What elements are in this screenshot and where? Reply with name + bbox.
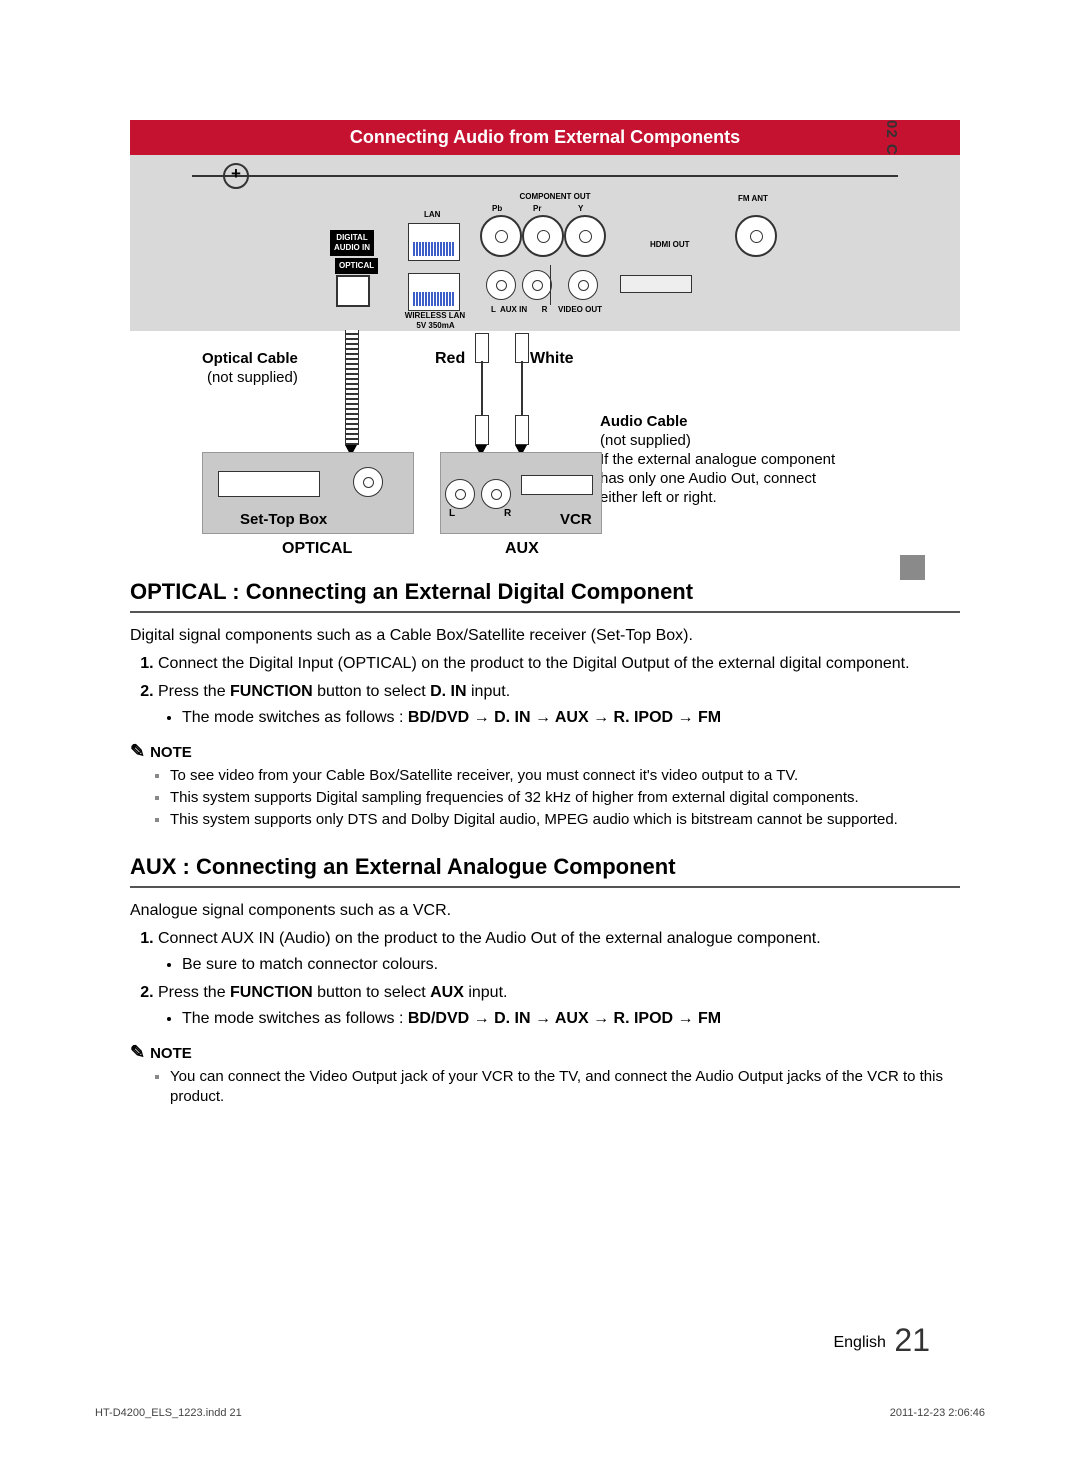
section1-title: OPTICAL : Connecting an External Digital… <box>130 579 960 613</box>
plus-icon: + <box>223 163 249 189</box>
label-video-out: VIDEO OUT <box>558 305 602 314</box>
port-icon <box>522 270 552 300</box>
red-label: Red <box>435 350 465 368</box>
port-icon <box>480 215 522 257</box>
section2-steps: Connect AUX IN (Audio) on the product to… <box>130 928 960 1030</box>
list-item: Connect AUX IN (Audio) on the product to… <box>158 928 960 976</box>
page-footer: English 21 <box>833 1322 930 1359</box>
label-digital-audio-in: DIGITAL AUDIO IN <box>330 230 374 256</box>
label-wlan-power: 5V 350mA <box>408 321 463 330</box>
list-item: Connect the Digital Input (OPTICAL) on t… <box>158 653 960 675</box>
imprint: HT-D4200_ELS_1223.indd 212011-12-23 2:06… <box>95 1407 985 1419</box>
note-heading: NOTE <box>130 741 960 762</box>
aux-conn-label: AUX <box>505 540 539 558</box>
label-wlan: WIRELESS LAN <box>400 311 470 320</box>
optical-cable-label: Optical Cable (not supplied) <box>202 349 298 387</box>
lan-port-icon <box>408 223 460 261</box>
label-aux-l: L <box>486 305 501 314</box>
note-heading: NOTE <box>130 1042 960 1063</box>
list-item: Press the FUNCTION button to select D. I… <box>158 681 960 729</box>
vcr-label: VCR <box>560 511 592 528</box>
port-icon <box>353 467 383 497</box>
label-aux-in: AUX IN <box>500 305 527 314</box>
label-component-out: COMPONENT OUT <box>500 192 610 201</box>
connection-diagram: + DIGITAL AUDIO IN OPTICAL LAN WIRELESS … <box>130 155 960 555</box>
white-label: White <box>530 350 574 368</box>
label-pb: Pb <box>492 204 502 213</box>
hdmi-port-icon <box>620 275 692 293</box>
list-item: This system supports Digital sampling fr… <box>170 788 960 808</box>
section2-intro: Analogue signal components such as a VCR… <box>130 900 960 922</box>
section2-notes: You can connect the Video Output jack of… <box>130 1067 960 1107</box>
list-item: You can connect the Video Output jack of… <box>170 1067 960 1107</box>
label-fm-ant: FM ANT <box>738 194 768 203</box>
port-icon <box>445 479 475 509</box>
label-optical: OPTICAL <box>335 258 378 274</box>
section-banner: Connecting Audio from External Component… <box>130 120 960 155</box>
list-item: To see video from your Cable Box/Satelli… <box>170 766 960 786</box>
port-icon <box>522 215 564 257</box>
list-item: This system supports only DTS and Dolby … <box>170 810 960 830</box>
label-y: Y <box>578 204 583 213</box>
label-pr: Pr <box>533 204 541 213</box>
port-icon <box>486 270 516 300</box>
label-hdmi-out: HDMI OUT <box>650 240 690 249</box>
optical-conn-label: OPTICAL <box>282 540 352 558</box>
label-aux-r: R <box>537 305 552 314</box>
list-item: Press the FUNCTION button to select AUX … <box>158 982 960 1030</box>
section2-title: AUX : Connecting an External Analogue Co… <box>130 854 960 888</box>
settop-label: Set-Top Box <box>240 511 327 528</box>
optical-port-icon <box>336 275 370 307</box>
port-icon <box>564 215 606 257</box>
section1-steps: Connect the Digital Input (OPTICAL) on t… <box>130 653 960 729</box>
label-lan: LAN <box>424 210 440 219</box>
port-icon <box>481 479 511 509</box>
section1-intro: Digital signal components such as a Cabl… <box>130 625 960 647</box>
fm-port-icon <box>735 215 777 257</box>
wlan-port-icon <box>408 273 460 311</box>
section1-notes: To see video from your Cable Box/Satelli… <box>130 766 960 830</box>
port-icon <box>568 270 598 300</box>
audio-cable-label: Audio Cable (not supplied) If the extern… <box>600 412 850 507</box>
